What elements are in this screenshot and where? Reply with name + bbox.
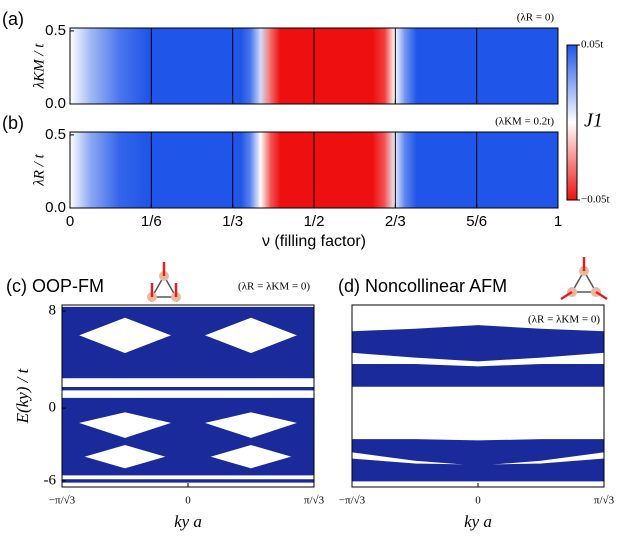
x-tick-label: π/√3 <box>594 495 615 507</box>
spin-icon-d <box>560 257 608 301</box>
panel-title: (d) Noncollinear AFM <box>338 276 507 296</box>
heat-cell <box>89 132 120 208</box>
panel-label: (b) <box>2 113 24 133</box>
heat-cell <box>148 132 217 208</box>
x-tick-label: 0 <box>185 495 191 507</box>
heat-cell <box>216 132 242 208</box>
x-tick-label: −π/√3 <box>49 495 76 507</box>
x-tick-label: 5/6 <box>466 213 487 230</box>
colorbar-label: J1 <box>584 110 603 132</box>
heat-cell <box>260 28 271 104</box>
x-axis-label: ν (filling factor) <box>262 233 366 250</box>
spin-icon-c <box>147 262 181 302</box>
plot-frame <box>69 27 559 105</box>
x-tick-label: 1/6 <box>141 213 162 230</box>
y-tick-label: 0 <box>49 400 57 416</box>
heat-cell <box>394 28 405 104</box>
y-tick-label: 0.0 <box>45 95 66 112</box>
y-tick-label: -6 <box>44 472 57 488</box>
heat-cell <box>372 28 386 104</box>
plot-frame <box>351 304 605 488</box>
heat-cell <box>404 132 417 208</box>
heat-cell <box>70 28 91 104</box>
heat-cell <box>260 132 271 208</box>
band <box>61 328 315 379</box>
heat-cell <box>460 28 559 104</box>
colorbar-tick-label: 0.05t <box>581 39 603 51</box>
heat-cell <box>89 28 120 104</box>
y-tick-label: 0.5 <box>45 22 66 39</box>
y-axis-label: E(ky) / t <box>13 367 32 424</box>
y-tick-label: 0.0 <box>45 199 66 216</box>
panel-title: (c) OOP-FM <box>6 276 104 296</box>
x-tick-label: 2/3 <box>385 213 406 230</box>
annotation: (λR = 0) <box>517 12 555 24</box>
heat-cell <box>384 132 396 208</box>
heat-cell <box>416 132 461 208</box>
heat-cell <box>270 28 281 104</box>
panel-label: (a) <box>2 9 24 29</box>
x-tick-label: 1/2 <box>304 213 325 230</box>
y-tick-label: 8 <box>49 303 57 319</box>
band <box>61 479 315 483</box>
x-tick-label: 0 <box>66 213 74 230</box>
heat-cell <box>394 132 405 208</box>
band <box>351 439 605 466</box>
y-tick-label: 0.5 <box>45 126 66 143</box>
annotation: (λR = λKM = 0) <box>528 314 600 326</box>
annotation: (λKM = 0.2t) <box>495 116 554 128</box>
heat-cell <box>240 132 252 208</box>
y-axis-label: λKM / t <box>31 43 47 90</box>
x-axis-label: ky a <box>464 512 492 531</box>
band <box>61 387 315 391</box>
colorbar-tick-label: −0.05t <box>581 194 610 206</box>
heat-cell <box>148 28 217 104</box>
heat-cell <box>314 28 374 104</box>
heat-cell <box>384 28 396 104</box>
band <box>61 449 315 476</box>
heat-cell <box>279 132 315 208</box>
heat-cell <box>118 132 149 208</box>
heat-cell <box>416 28 461 104</box>
heat-cell <box>70 132 91 208</box>
band <box>351 363 605 387</box>
heat-cell <box>372 132 386 208</box>
heat-cell <box>216 28 242 104</box>
plot-frame <box>61 304 315 488</box>
heat-cell <box>279 28 315 104</box>
x-axis-label: ky a <box>174 512 202 531</box>
heat-cell <box>314 132 374 208</box>
x-tick-label: 1/3 <box>222 213 243 230</box>
heat-cell <box>118 28 149 104</box>
annotation: (λR = λKM = 0) <box>238 281 310 293</box>
heat-cell <box>460 132 559 208</box>
heat-cell <box>240 28 252 104</box>
heat-cell <box>250 132 261 208</box>
x-tick-label: 0 <box>475 495 481 507</box>
y-axis-label: λR / t <box>31 153 47 186</box>
x-tick-label: −π/√3 <box>339 495 366 507</box>
heat-cell <box>404 28 417 104</box>
x-tick-label: 1 <box>554 213 562 230</box>
band <box>351 325 605 362</box>
plot-frame <box>69 131 559 209</box>
colorbar <box>566 44 578 201</box>
heat-cell <box>250 28 261 104</box>
x-tick-label: π/√3 <box>304 495 325 507</box>
heat-cell <box>270 132 281 208</box>
